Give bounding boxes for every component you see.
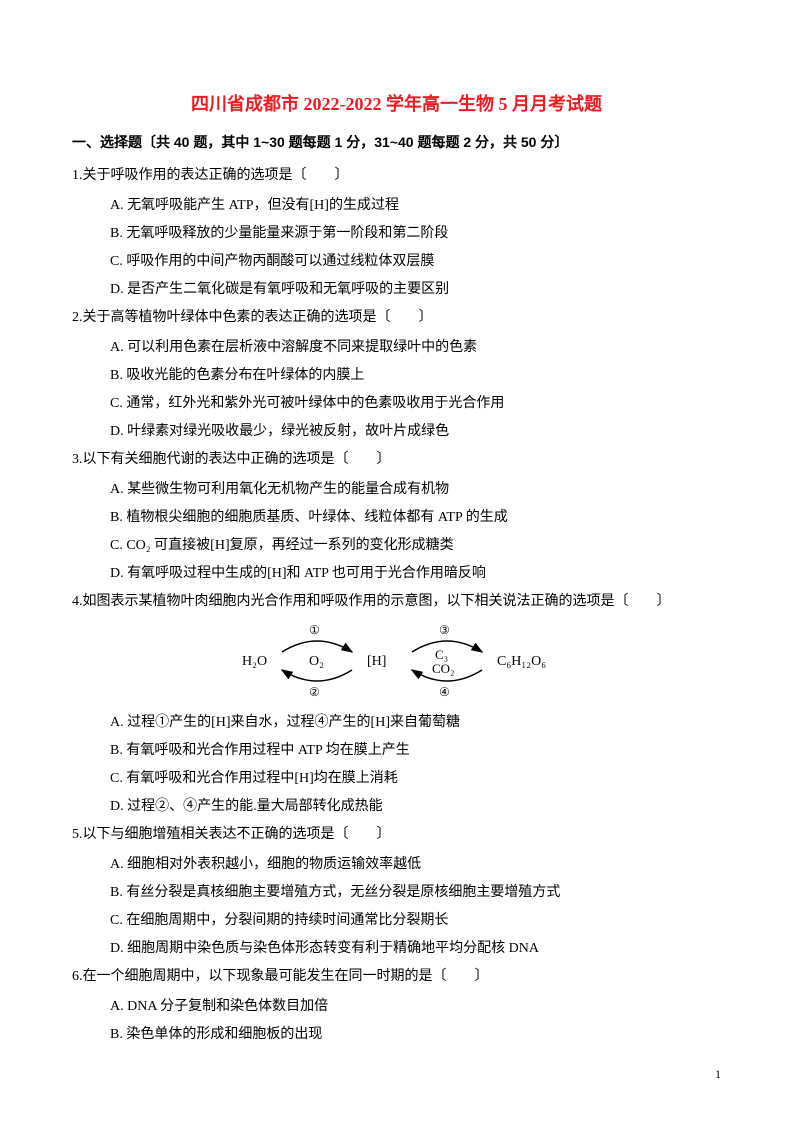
label-co2: CO₂ bbox=[432, 661, 455, 676]
question-5-option-a: A. 细胞相对外表积越小，细胞的物质运输效率越低 bbox=[72, 851, 721, 879]
question-4-text: 4.如图表示某植物叶肉细胞内光合作用和呼吸作用的示意图，以下相关说法正确的选项是… bbox=[72, 588, 721, 616]
question-6-option-a: A. DNA 分子复制和染色体数目加倍 bbox=[72, 993, 721, 1021]
question-1-option-c: C. 呼吸作用的中间产物丙酮酸可以通过线粒体双层膜 bbox=[72, 248, 721, 276]
diagram-container: H₂O O₂ [H] ① ② C₃ CO₂ C₆H₁₂O₆ ③ ④ bbox=[72, 622, 721, 705]
label-num2: ② bbox=[309, 685, 320, 699]
question-2: 2.关于高等植物叶绿体中色素的表达正确的选项是〔 〕 A. 可以利用色素在层析液… bbox=[72, 304, 721, 446]
label-c6h12o6: C₆H₁₂O₆ bbox=[497, 654, 546, 669]
question-5-option-c: C. 在细胞周期中，分裂间期的持续时间通常比分裂期长 bbox=[72, 907, 721, 935]
label-c3: C₃ bbox=[435, 647, 448, 662]
question-1: 1.关于呼吸作用的表达正确的选项是〔 〕 A. 无氧呼吸能产生 ATP，但没有[… bbox=[72, 162, 721, 304]
question-5-option-d: D. 细胞周期中染色质与染色体形态转变有利于精确地平均分配核 DNA bbox=[72, 935, 721, 963]
page-number: 1 bbox=[715, 1067, 721, 1082]
photosynthesis-diagram: H₂O O₂ [H] ① ② C₃ CO₂ C₆H₁₂O₆ ③ ④ bbox=[227, 622, 567, 700]
question-4-option-d: D. 过程②、④产生的能.量大局部转化成热能 bbox=[72, 793, 721, 821]
question-4-option-c: C. 有氧呼吸和光合作用过程中[H]均在膜上消耗 bbox=[72, 765, 721, 793]
question-2-option-c: C. 通常，红外光和紫外光可被叶绿体中的色素吸收用于光合作用 bbox=[72, 390, 721, 418]
question-2-option-d: D. 叶绿素对绿光吸收最少，绿光被反射，故叶片成绿色 bbox=[72, 418, 721, 446]
question-2-option-b: B. 吸收光能的色素分布在叶绿体的内膜上 bbox=[72, 362, 721, 390]
label-num4: ④ bbox=[439, 685, 450, 699]
question-5-text: 5.以下与细胞增殖相关表达不正确的选项是〔 〕 bbox=[72, 821, 721, 849]
question-4: 4.如图表示某植物叶肉细胞内光合作用和呼吸作用的示意图，以下相关说法正确的选项是… bbox=[72, 588, 721, 821]
question-2-text: 2.关于高等植物叶绿体中色素的表达正确的选项是〔 〕 bbox=[72, 304, 721, 332]
label-num1: ① bbox=[309, 623, 320, 637]
question-6-text: 6.在一个细胞周期中，以下现象最可能发生在同一时期的是〔 〕 bbox=[72, 963, 721, 991]
question-6-option-b: B. 染色单体的形成和细胞板的出现 bbox=[72, 1021, 721, 1049]
question-5-option-b: B. 有丝分裂是真核细胞主要增殖方式，无丝分裂是原核细胞主要增殖方式 bbox=[72, 879, 721, 907]
question-3-option-a: A. 某些微生物可利用氧化无机物产生的能量合成有机物 bbox=[72, 476, 721, 504]
page-title: 四川省成都市 2022-2022 学年高一生物 5 月月考试题 bbox=[72, 90, 721, 116]
question-1-option-d: D. 是否产生二氧化碳是有氧呼吸和无氧呼吸的主要区别 bbox=[72, 276, 721, 304]
question-3: 3.以下有关细胞代谢的表达中正确的选项是〔 〕 A. 某些微生物可利用氧化无机物… bbox=[72, 446, 721, 588]
question-5: 5.以下与细胞增殖相关表达不正确的选项是〔 〕 A. 细胞相对外表积越小，细胞的… bbox=[72, 821, 721, 963]
question-1-text: 1.关于呼吸作用的表达正确的选项是〔 〕 bbox=[72, 162, 721, 190]
label-o2: O₂ bbox=[309, 654, 324, 669]
question-3-option-b: B. 植物根尖细胞的细胞质基质、叶绿体、线粒体都有 ATP 的生成 bbox=[72, 504, 721, 532]
question-4-option-a: A. 过程①产生的[H]来自水，过程④产生的[H]来自葡萄糖 bbox=[72, 709, 721, 737]
question-3-text: 3.以下有关细胞代谢的表达中正确的选项是〔 〕 bbox=[72, 446, 721, 474]
question-6: 6.在一个细胞周期中，以下现象最可能发生在同一时期的是〔 〕 A. DNA 分子… bbox=[72, 963, 721, 1049]
question-2-option-a: A. 可以利用色素在层析液中溶解度不同来提取绿叶中的色素 bbox=[72, 334, 721, 362]
question-3-option-c: C. CO₂ 可直接被[H]复原，再经过一系列的变化形成糖类 bbox=[72, 532, 721, 560]
question-1-option-b: B. 无氧呼吸释放的少量能量来源于第一阶段和第二阶段 bbox=[72, 220, 721, 248]
question-1-option-a: A. 无氧呼吸能产生 ATP，但没有[H]的生成过程 bbox=[72, 192, 721, 220]
label-h2o: H₂O bbox=[242, 654, 267, 669]
question-4-option-b: B. 有氧呼吸和光合作用过程中 ATP 均在膜上产生 bbox=[72, 737, 721, 765]
title-text: 四川省成都市 2022-2022 学年高一生物 5 月月考试题 bbox=[191, 94, 602, 114]
question-3-option-d: D. 有氧呼吸过程中生成的[H]和 ATP 也可用于光合作用暗反响 bbox=[72, 560, 721, 588]
label-h: [H] bbox=[367, 654, 386, 669]
label-num3: ③ bbox=[439, 623, 450, 637]
section-header: 一、选择题〔共 40 题，其中 1~30 题每题 1 分，31~40 题每题 2… bbox=[72, 132, 721, 152]
